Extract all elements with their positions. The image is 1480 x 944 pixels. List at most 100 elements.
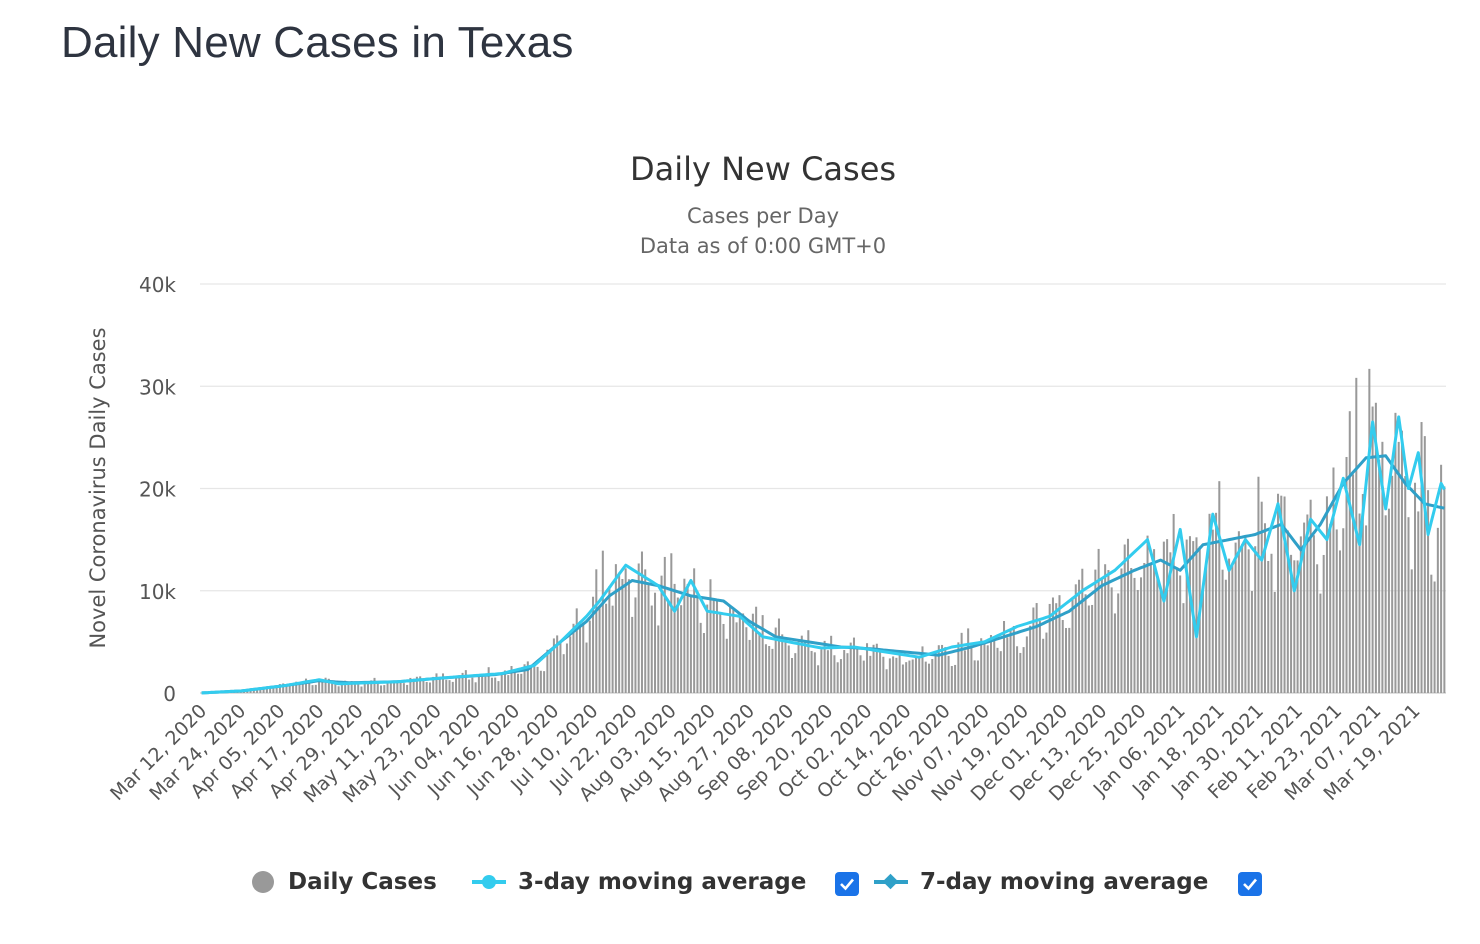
daily-cases-bar xyxy=(259,687,262,693)
daily-cases-bar xyxy=(1371,406,1374,693)
daily-cases-bar xyxy=(944,647,947,693)
daily-cases-bar xyxy=(1182,603,1185,693)
daily-cases-bar xyxy=(1374,402,1377,693)
legend-daily-cases[interactable]: Daily Cases xyxy=(252,862,437,902)
daily-cases-bar xyxy=(924,661,927,693)
daily-cases-bar xyxy=(1084,594,1087,693)
daily-cases-bar xyxy=(1091,604,1094,693)
daily-cases-bar xyxy=(1303,522,1306,693)
daily-cases-bars xyxy=(200,368,1446,693)
daily-cases-bar xyxy=(1113,613,1116,693)
daily-cases-bar xyxy=(585,642,588,693)
daily-cases-bar xyxy=(1143,562,1146,693)
daily-cases-bar xyxy=(1365,525,1368,693)
daily-cases-bar xyxy=(1290,554,1293,693)
daily-cases-bar xyxy=(849,642,852,693)
daily-cases-bar xyxy=(432,676,435,693)
daily-cases-bar xyxy=(634,597,637,693)
daily-cases-bar xyxy=(1381,441,1384,693)
daily-cases-bar xyxy=(1387,508,1390,693)
daily-cases-bar xyxy=(523,664,526,693)
daily-cases-bar xyxy=(983,641,986,693)
daily-cases-bar xyxy=(1241,544,1244,693)
daily-cases-bar xyxy=(771,648,774,693)
ma7-checkbox[interactable] xyxy=(1238,872,1262,896)
daily-cases-bar xyxy=(321,680,324,693)
daily-cases-bar xyxy=(445,679,448,693)
daily-cases-bar xyxy=(1322,554,1325,693)
daily-cases-bar xyxy=(526,661,529,693)
daily-cases-bar xyxy=(1074,584,1077,693)
daily-cases-bar xyxy=(1427,490,1430,693)
daily-cases-bar xyxy=(758,632,761,693)
daily-cases-bar xyxy=(1234,542,1237,693)
daily-cases-bar xyxy=(575,608,578,693)
daily-cases-bar xyxy=(507,675,510,693)
daily-cases-bar xyxy=(1055,603,1058,693)
daily-cases-bar xyxy=(487,667,490,693)
daily-cases-bar xyxy=(350,681,353,693)
daily-cases-bar xyxy=(1433,581,1436,693)
daily-cases-bar xyxy=(357,683,360,693)
ma3-marker-icon xyxy=(472,872,506,892)
daily-cases-bar xyxy=(817,665,820,693)
daily-cases-bar xyxy=(1025,636,1028,693)
daily-cases-bar xyxy=(389,680,392,693)
daily-cases-bar xyxy=(654,592,657,693)
daily-cases-bar xyxy=(1417,511,1420,693)
chart-subtitle-1: Cases per Day xyxy=(687,204,839,228)
daily-cases-bar xyxy=(813,652,816,693)
daily-cases-bar xyxy=(1048,603,1051,693)
daily-cases-bar xyxy=(1126,538,1129,693)
page-title: Daily New Cases in Texas xyxy=(61,18,574,67)
daily-cases-bar xyxy=(836,662,839,693)
daily-cases-bar xyxy=(895,657,898,693)
daily-cases-bar xyxy=(451,681,454,693)
daily-cases-bar xyxy=(1224,579,1227,693)
daily-cases-bar xyxy=(1006,637,1009,693)
daily-cases-bar xyxy=(422,679,425,693)
daily-cases-bar xyxy=(784,637,787,693)
daily-cases-bar xyxy=(1078,579,1081,693)
daily-cases-bar xyxy=(458,675,461,693)
daily-cases-bar xyxy=(503,670,506,693)
daily-cases-bar xyxy=(683,578,686,693)
daily-cases-bar xyxy=(869,655,872,693)
daily-cases-bar xyxy=(660,575,663,693)
daily-cases-bar xyxy=(1404,476,1407,693)
daily-cases-bar xyxy=(510,666,513,693)
daily-cases-bar xyxy=(1071,599,1074,693)
daily-cases-bar xyxy=(1035,603,1038,693)
daily-cases-bar xyxy=(1133,577,1136,693)
daily-cases-bar xyxy=(993,638,996,693)
legend-3-day-average[interactable]: 3-day moving average xyxy=(472,862,806,902)
daily-cases-bar xyxy=(830,635,833,693)
daily-cases-bar xyxy=(353,684,356,693)
daily-cases-bar xyxy=(419,676,422,693)
daily-cases-bar xyxy=(699,622,702,693)
daily-cases-bar xyxy=(918,658,921,693)
daily-cases-bar xyxy=(774,627,777,693)
y-tick-label: 40k xyxy=(139,273,176,297)
ma3-checkbox[interactable] xyxy=(835,872,859,896)
daily-cases-bar xyxy=(751,613,754,693)
daily-cases-bar xyxy=(1159,588,1162,693)
daily-cases-bar xyxy=(327,678,330,693)
daily-cases-bar xyxy=(999,651,1002,693)
daily-cases-bar xyxy=(1166,539,1169,693)
daily-cases-bar xyxy=(947,655,950,693)
daily-cases-bar xyxy=(1312,535,1315,693)
daily-cases-bar xyxy=(1430,574,1433,693)
daily-cases-bar xyxy=(543,671,546,693)
daily-cases-bar xyxy=(448,680,451,693)
daily-cases-bar xyxy=(1058,595,1061,693)
daily-cases-bar xyxy=(1410,569,1413,693)
legend-7-day-average[interactable]: 7-day moving average xyxy=(874,862,1208,902)
daily-cases-bar xyxy=(621,578,624,693)
daily-cases-bar xyxy=(657,625,660,693)
daily-cases-bar xyxy=(735,622,738,693)
daily-cases-bar xyxy=(768,646,771,693)
y-tick-label: 0 xyxy=(163,682,176,706)
daily-cases-bar xyxy=(1361,494,1364,693)
daily-cases-bar xyxy=(582,622,585,693)
